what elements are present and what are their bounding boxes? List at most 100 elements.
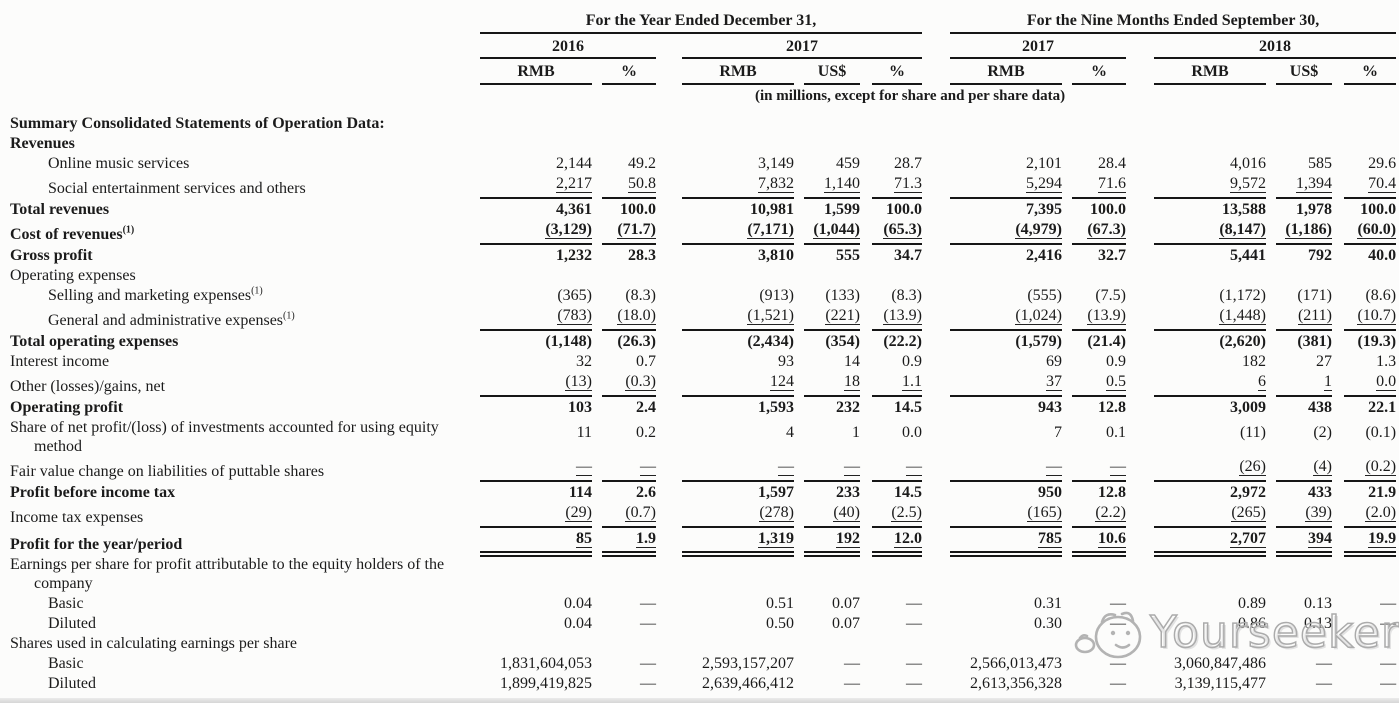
cell-value: 12.0: [872, 527, 922, 557]
cell-value: 0.0: [1344, 371, 1397, 397]
cell-value: 0.31: [1034, 595, 1062, 612]
col-pct: %: [1344, 58, 1397, 85]
col-gap: [1062, 153, 1072, 173]
cell-value: (1,448): [1154, 305, 1266, 331]
cell-value: (11): [1239, 424, 1266, 441]
cell-value: (26): [1154, 456, 1266, 482]
col-gap: [922, 244, 950, 265]
col-gap: [592, 305, 602, 330]
table-body: Summary Consolidated Statements of Opera…: [2, 113, 1397, 693]
col-gap: [922, 527, 950, 554]
col-gap: [1062, 456, 1072, 481]
cell-value: 1,232: [556, 247, 592, 264]
cell-value: 2,144: [556, 155, 592, 172]
col-gap: [922, 417, 950, 456]
col-gap: [1332, 351, 1344, 371]
col-gap: [794, 554, 804, 593]
cell-value: [872, 633, 922, 653]
cell-value: 950: [1038, 484, 1062, 501]
col-gap: [1126, 330, 1154, 351]
cell-value: 0.51: [766, 595, 794, 612]
cell-value: 4: [786, 424, 794, 441]
col-gap: [1332, 133, 1344, 153]
cell-value: [804, 133, 860, 153]
table-row: Total revenues 4,361 100.0 10,981 1,599 100.0…: [2, 198, 1396, 219]
cell-value: 1.9: [602, 527, 656, 557]
cell-value: —: [906, 595, 922, 612]
cell-value: —: [640, 655, 656, 672]
cell-value: (40): [804, 502, 860, 528]
cell-value: (29): [480, 502, 592, 528]
cell-value: (0.3): [602, 371, 656, 397]
col-gap: [1266, 173, 1276, 198]
table-row: Fair value change on liabilities of putt…: [2, 456, 1397, 482]
row-label: General and administrative expenses(1): [48, 310, 295, 329]
cell-value: 14.5: [894, 399, 922, 416]
col-gap: [1126, 133, 1154, 153]
cell-value: 0.04: [564, 615, 592, 632]
row-label: Diluted: [48, 615, 96, 632]
cell-value: (1,148): [545, 333, 592, 350]
col-gap: [1126, 456, 1154, 481]
cell-value: —: [1380, 675, 1397, 692]
cell-value: [872, 113, 922, 133]
cell-value: [950, 633, 1062, 653]
col-gap: [794, 265, 804, 285]
cell-value: [480, 633, 592, 653]
col-gap: [1266, 613, 1276, 633]
row-label: Social entertainment services and others: [48, 180, 306, 197]
cell-value: (2,434): [747, 333, 794, 350]
cell-value: [480, 133, 592, 153]
cell-value: 1,831,604,053: [500, 655, 592, 672]
cell-value: 0.5: [1072, 371, 1126, 397]
cell-value: [480, 113, 592, 133]
col-gap: [922, 219, 950, 244]
cell-value: —: [1380, 615, 1397, 632]
col-gap: [794, 613, 804, 633]
cell-value: 28.7: [894, 155, 922, 172]
cell-value: 32.7: [1098, 247, 1126, 264]
col-gap: [1332, 456, 1344, 481]
cell-value: (39): [1276, 502, 1332, 528]
col-rmb: RMB: [480, 58, 592, 85]
col-pct: %: [602, 58, 656, 85]
col-gap: [1266, 330, 1276, 351]
cell-value: —: [844, 655, 860, 672]
col-gap: [860, 153, 872, 173]
col-gap: [592, 330, 602, 351]
document-page: { "table": { "col_groups": [ { "title": …: [0, 6, 1399, 703]
col-gap: [592, 417, 602, 456]
col-gap: [860, 173, 872, 198]
cell-value: 28.4: [1098, 155, 1126, 172]
cell-value: (2.2): [1072, 502, 1126, 528]
col-gap: [1126, 653, 1154, 673]
col-gap: [1332, 527, 1344, 554]
col-gap: [1266, 527, 1276, 554]
cell-value: [950, 554, 1062, 593]
col-gap: [592, 673, 602, 693]
cell-value: 1: [852, 424, 860, 441]
col-gap: [1126, 613, 1154, 633]
cell-value: (211): [1276, 305, 1332, 331]
row-label: Other (losses)/gains, net: [10, 378, 166, 395]
cell-value: [480, 265, 592, 285]
cell-value: —: [1110, 595, 1126, 612]
cell-value: [1344, 265, 1396, 285]
col-gap: [860, 481, 872, 502]
cell-value: [602, 554, 656, 593]
cell-value: 0.2: [636, 424, 656, 441]
cell-value: (8.3): [625, 287, 656, 304]
cell-value: 29.6: [1368, 155, 1397, 172]
col-gap: [1062, 653, 1072, 673]
cell-value: 2,972: [1230, 484, 1266, 501]
col-gap: [1332, 593, 1344, 613]
col-gap: [592, 198, 602, 219]
year-2016: 2016: [480, 33, 656, 59]
cell-value: 2,217: [480, 173, 592, 199]
col-gap: [592, 133, 602, 153]
col-gap: [1332, 219, 1344, 244]
cell-value: 22.1: [1368, 399, 1397, 416]
col-gap: [860, 554, 872, 593]
col-gap: [794, 673, 804, 693]
cell-value: (0.7): [602, 502, 656, 528]
